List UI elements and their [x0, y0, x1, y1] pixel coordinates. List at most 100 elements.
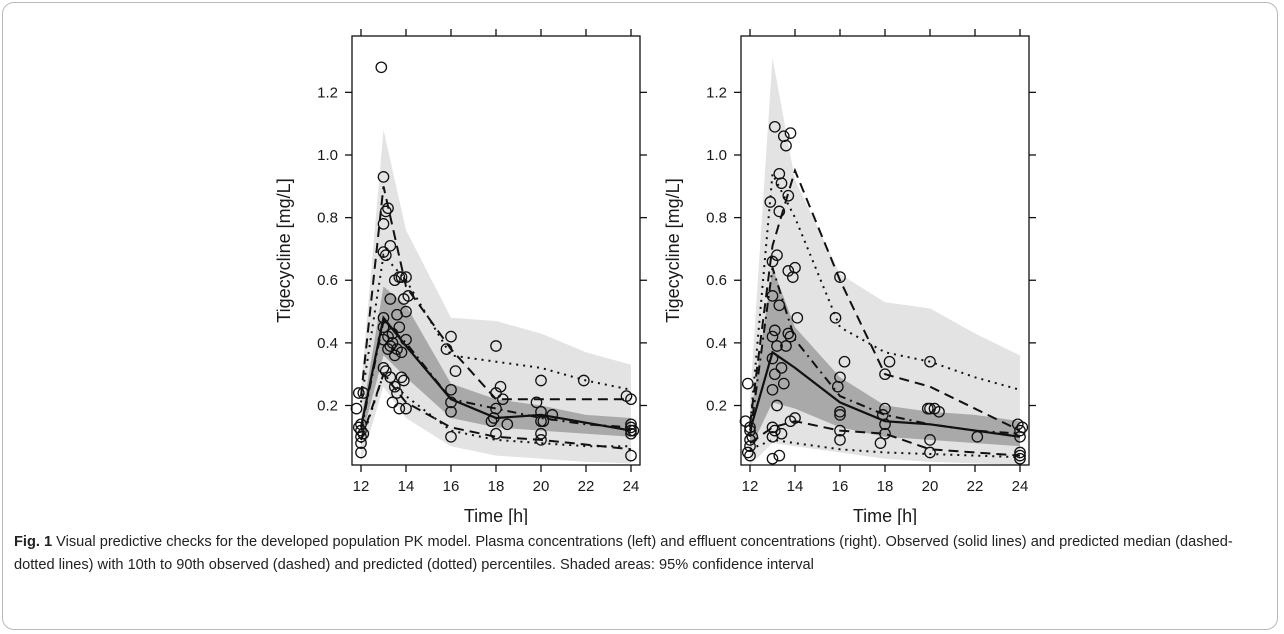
series-line-solid: [748, 350, 1021, 438]
data-point: [501, 418, 514, 431]
figure-caption: Fig. 1 Visual predictive checks for the …: [14, 531, 1264, 576]
data-point: [766, 352, 779, 365]
data-point: [355, 424, 367, 437]
data-point: [627, 424, 640, 437]
data-point: [766, 290, 779, 302]
data-point: [834, 371, 846, 384]
data-point: [789, 261, 801, 274]
confidence-band-median: [750, 267, 1020, 450]
data-point: [625, 427, 637, 440]
series-line-dashed: [749, 420, 1021, 457]
data-point: [355, 430, 367, 443]
data-point: [780, 340, 792, 352]
data-point: [784, 330, 797, 343]
data-point: [773, 205, 786, 218]
x-tick-label: 18: [488, 478, 505, 495]
data-point: [829, 311, 842, 324]
data-point: [388, 349, 401, 362]
data-point: [746, 430, 759, 443]
data-point: [775, 177, 788, 190]
data-point: [388, 380, 401, 393]
series-line-dotted: [360, 372, 631, 448]
series-line-dotted: [749, 170, 1021, 428]
data-point: [445, 405, 457, 418]
chart-effluent: 12 14 16 18 20 22 24 0.2 0.4 0.6 0.8 1.0 1.2 Time [h]…: [663, 29, 1036, 525]
data-point: [377, 218, 390, 230]
y-tick-label: 0.8: [317, 210, 338, 227]
data-point: [791, 311, 804, 324]
data-point: [775, 427, 788, 440]
data-point: [535, 427, 547, 440]
data-point: [879, 368, 891, 381]
data-point: [1014, 449, 1026, 462]
data-point: [784, 127, 797, 139]
data-point: [577, 374, 590, 387]
data-point: [879, 418, 891, 431]
x-axis-title: Time [h]: [464, 506, 528, 525]
y-axis-title: Tigecycline [mg/L]: [663, 178, 683, 322]
data-point: [775, 362, 788, 374]
data-point: [834, 424, 846, 437]
data-point: [397, 374, 410, 387]
data-point: [530, 396, 543, 409]
data-point: [766, 421, 779, 434]
x-tick-label: 14: [787, 478, 804, 495]
data-point: [773, 449, 786, 462]
x-tick-label: 24: [1012, 478, 1029, 495]
data-point: [445, 330, 457, 343]
data-point: [384, 340, 397, 352]
data-point: [377, 362, 390, 374]
data-point: [395, 271, 408, 283]
data-point: [744, 434, 756, 446]
data-point: [485, 415, 498, 428]
data-point: [768, 368, 781, 381]
data-point: [777, 377, 790, 390]
series-line-dashdot: [749, 267, 1021, 437]
data-point: [971, 430, 984, 443]
data-point: [393, 402, 406, 415]
data-point: [400, 271, 412, 283]
data-point: [1014, 446, 1026, 459]
y-tick-label: 0.6: [317, 272, 338, 289]
data-point: [766, 330, 779, 343]
data-point: [771, 249, 783, 262]
y-tick-label: 1.2: [706, 84, 727, 101]
data-point: [773, 299, 786, 312]
data-point: [494, 380, 507, 393]
x-tick-label: 20: [533, 478, 550, 495]
data-point: [384, 293, 397, 305]
data-point: [379, 249, 392, 262]
x-axis-title: Time [h]: [853, 506, 917, 525]
data-point: [744, 424, 756, 437]
data-point: [357, 387, 370, 399]
series-line-dashed: [749, 167, 1021, 432]
x-tick-label: 20: [922, 478, 939, 495]
data-point: [879, 402, 891, 415]
x-tick-label: 22: [578, 478, 595, 495]
x-tick-label: 12: [742, 478, 759, 495]
data-point: [741, 446, 754, 459]
data-point: [1016, 421, 1029, 434]
chart-plasma: 12 14 16 18 20 22 24 0.2 0.4 0.6 0.8 1.0 1.2 Time [h]…: [274, 29, 647, 525]
data-point: [782, 189, 795, 202]
data-point: [782, 327, 795, 340]
data-point: [874, 437, 887, 449]
data-point: [352, 387, 365, 399]
data-point: [382, 202, 394, 215]
confidence-band-median: [361, 286, 631, 440]
data-point: [350, 402, 363, 415]
data-point: [393, 321, 406, 334]
data-point: [395, 371, 408, 384]
data-point: [625, 449, 637, 462]
data-point: [440, 343, 453, 355]
data-point: [766, 452, 779, 465]
data-point: [789, 412, 801, 424]
series-line-dashdot: [360, 319, 632, 431]
y-tick-label: 1.2: [317, 84, 338, 101]
data-point: [535, 434, 547, 446]
y-axis-title: Tigecycline [mg/L]: [274, 178, 294, 322]
data-point: [879, 427, 891, 440]
data-point: [537, 415, 550, 428]
data-point: [834, 405, 846, 418]
